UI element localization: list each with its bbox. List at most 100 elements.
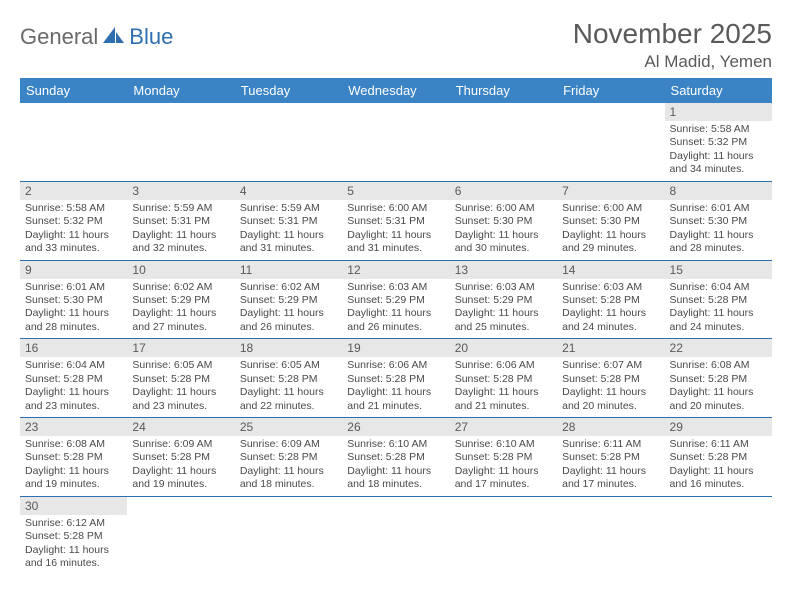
daylight-text: and 22 minutes. xyxy=(240,400,337,413)
sunset-text: Sunset: 5:28 PM xyxy=(132,451,229,464)
calendar-cell xyxy=(557,103,664,181)
day-info: Sunrise: 6:03 AMSunset: 5:29 PMDaylight:… xyxy=(342,279,449,339)
calendar-cell: 29Sunrise: 6:11 AMSunset: 5:28 PMDayligh… xyxy=(665,418,772,497)
sunset-text: Sunset: 5:30 PM xyxy=(455,215,552,228)
day-number: 30 xyxy=(20,497,127,515)
sunset-text: Sunset: 5:28 PM xyxy=(347,451,444,464)
calendar-week-row: 23Sunrise: 6:08 AMSunset: 5:28 PMDayligh… xyxy=(20,418,772,497)
day-number: 9 xyxy=(20,261,127,279)
daylight-text: and 29 minutes. xyxy=(562,242,659,255)
day-info: Sunrise: 6:07 AMSunset: 5:28 PMDaylight:… xyxy=(557,357,664,417)
title-block: November 2025 Al Madid, Yemen xyxy=(573,18,772,72)
daylight-text: and 31 minutes. xyxy=(240,242,337,255)
calendar-cell: 8Sunrise: 6:01 AMSunset: 5:30 PMDaylight… xyxy=(665,181,772,260)
daylight-text: Daylight: 11 hours xyxy=(455,386,552,399)
calendar-cell: 2Sunrise: 5:58 AMSunset: 5:32 PMDaylight… xyxy=(20,181,127,260)
daylight-text: Daylight: 11 hours xyxy=(562,465,659,478)
day-info: Sunrise: 5:59 AMSunset: 5:31 PMDaylight:… xyxy=(235,200,342,260)
calendar-cell: 5Sunrise: 6:00 AMSunset: 5:31 PMDaylight… xyxy=(342,181,449,260)
weekday-header: Wednesday xyxy=(342,78,449,103)
day-number: 23 xyxy=(20,418,127,436)
day-number: 11 xyxy=(235,261,342,279)
calendar-cell: 14Sunrise: 6:03 AMSunset: 5:28 PMDayligh… xyxy=(557,260,664,339)
daylight-text: and 20 minutes. xyxy=(562,400,659,413)
sunrise-text: Sunrise: 6:00 AM xyxy=(455,202,552,215)
day-number: 25 xyxy=(235,418,342,436)
daylight-text: and 28 minutes. xyxy=(25,321,122,334)
calendar-cell xyxy=(20,103,127,181)
day-info: Sunrise: 6:12 AMSunset: 5:28 PMDaylight:… xyxy=(20,515,127,575)
day-info: Sunrise: 6:04 AMSunset: 5:28 PMDaylight:… xyxy=(20,357,127,417)
calendar-cell: 19Sunrise: 6:06 AMSunset: 5:28 PMDayligh… xyxy=(342,339,449,418)
daylight-text: Daylight: 11 hours xyxy=(25,544,122,557)
sunset-text: Sunset: 5:29 PM xyxy=(132,294,229,307)
sunset-text: Sunset: 5:28 PM xyxy=(132,373,229,386)
calendar-cell xyxy=(342,496,449,574)
daylight-text: Daylight: 11 hours xyxy=(240,386,337,399)
daylight-text: and 28 minutes. xyxy=(670,242,767,255)
sunset-text: Sunset: 5:28 PM xyxy=(240,373,337,386)
daylight-text: Daylight: 11 hours xyxy=(670,307,767,320)
day-number: 8 xyxy=(665,182,772,200)
daylight-text: and 21 minutes. xyxy=(347,400,444,413)
daylight-text: Daylight: 11 hours xyxy=(25,386,122,399)
sunset-text: Sunset: 5:28 PM xyxy=(25,451,122,464)
day-info: Sunrise: 6:11 AMSunset: 5:28 PMDaylight:… xyxy=(665,436,772,496)
sail-icon xyxy=(101,25,125,50)
day-info: Sunrise: 6:01 AMSunset: 5:30 PMDaylight:… xyxy=(20,279,127,339)
sunset-text: Sunset: 5:28 PM xyxy=(562,451,659,464)
day-info: Sunrise: 6:08 AMSunset: 5:28 PMDaylight:… xyxy=(665,357,772,417)
weekday-header-row: Sunday Monday Tuesday Wednesday Thursday… xyxy=(20,78,772,103)
calendar-cell: 24Sunrise: 6:09 AMSunset: 5:28 PMDayligh… xyxy=(127,418,234,497)
day-number: 17 xyxy=(127,339,234,357)
calendar-cell: 6Sunrise: 6:00 AMSunset: 5:30 PMDaylight… xyxy=(450,181,557,260)
day-info: Sunrise: 6:03 AMSunset: 5:29 PMDaylight:… xyxy=(450,279,557,339)
daylight-text: and 26 minutes. xyxy=(347,321,444,334)
daylight-text: and 32 minutes. xyxy=(132,242,229,255)
calendar-cell: 7Sunrise: 6:00 AMSunset: 5:30 PMDaylight… xyxy=(557,181,664,260)
day-number: 15 xyxy=(665,261,772,279)
sunset-text: Sunset: 5:32 PM xyxy=(670,136,767,149)
sunset-text: Sunset: 5:30 PM xyxy=(670,215,767,228)
calendar-cell: 1Sunrise: 5:58 AMSunset: 5:32 PMDaylight… xyxy=(665,103,772,181)
sunrise-text: Sunrise: 6:01 AM xyxy=(670,202,767,215)
sunrise-text: Sunrise: 6:03 AM xyxy=(455,281,552,294)
daylight-text: Daylight: 11 hours xyxy=(347,229,444,242)
sunset-text: Sunset: 5:28 PM xyxy=(670,373,767,386)
daylight-text: and 18 minutes. xyxy=(347,478,444,491)
day-info: Sunrise: 6:05 AMSunset: 5:28 PMDaylight:… xyxy=(235,357,342,417)
daylight-text: and 23 minutes. xyxy=(25,400,122,413)
sunrise-text: Sunrise: 6:03 AM xyxy=(347,281,444,294)
calendar-cell: 21Sunrise: 6:07 AMSunset: 5:28 PMDayligh… xyxy=(557,339,664,418)
sunset-text: Sunset: 5:28 PM xyxy=(670,451,767,464)
calendar-cell: 15Sunrise: 6:04 AMSunset: 5:28 PMDayligh… xyxy=(665,260,772,339)
sunrise-text: Sunrise: 6:11 AM xyxy=(670,438,767,451)
calendar-week-row: 1Sunrise: 5:58 AMSunset: 5:32 PMDaylight… xyxy=(20,103,772,181)
sunrise-text: Sunrise: 6:00 AM xyxy=(562,202,659,215)
calendar-week-row: 16Sunrise: 6:04 AMSunset: 5:28 PMDayligh… xyxy=(20,339,772,418)
day-number: 26 xyxy=(342,418,449,436)
day-number: 2 xyxy=(20,182,127,200)
day-info: Sunrise: 6:11 AMSunset: 5:28 PMDaylight:… xyxy=(557,436,664,496)
sunrise-text: Sunrise: 6:02 AM xyxy=(132,281,229,294)
sunset-text: Sunset: 5:28 PM xyxy=(455,451,552,464)
daylight-text: and 24 minutes. xyxy=(562,321,659,334)
day-number: 13 xyxy=(450,261,557,279)
sunrise-text: Sunrise: 6:00 AM xyxy=(347,202,444,215)
calendar-cell: 18Sunrise: 6:05 AMSunset: 5:28 PMDayligh… xyxy=(235,339,342,418)
sunset-text: Sunset: 5:28 PM xyxy=(670,294,767,307)
calendar-cell: 17Sunrise: 6:05 AMSunset: 5:28 PMDayligh… xyxy=(127,339,234,418)
daylight-text: Daylight: 11 hours xyxy=(455,229,552,242)
daylight-text: Daylight: 11 hours xyxy=(562,307,659,320)
calendar-cell xyxy=(127,103,234,181)
sunrise-text: Sunrise: 6:11 AM xyxy=(562,438,659,451)
sunset-text: Sunset: 5:28 PM xyxy=(455,373,552,386)
sunset-text: Sunset: 5:29 PM xyxy=(455,294,552,307)
location: Al Madid, Yemen xyxy=(573,52,772,72)
day-info: Sunrise: 6:00 AMSunset: 5:31 PMDaylight:… xyxy=(342,200,449,260)
sunrise-text: Sunrise: 6:05 AM xyxy=(132,359,229,372)
daylight-text: Daylight: 11 hours xyxy=(132,307,229,320)
weekday-header: Thursday xyxy=(450,78,557,103)
sunrise-text: Sunrise: 6:06 AM xyxy=(455,359,552,372)
sunset-text: Sunset: 5:29 PM xyxy=(347,294,444,307)
